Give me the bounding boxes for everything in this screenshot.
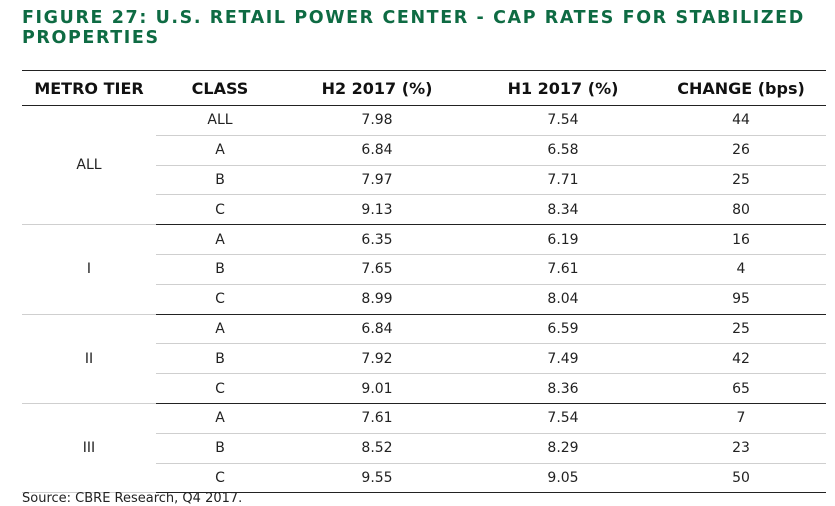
h1-2017-cell: 8.36 <box>470 373 656 404</box>
class-cell: B <box>156 433 284 464</box>
metro-tier-cell: III <box>22 403 156 494</box>
h2-2017-cell: 7.61 <box>284 403 470 434</box>
h2-2017-cell: 7.98 <box>284 105 470 136</box>
h2-2017-cell: 6.84 <box>284 314 470 345</box>
h1-2017-cell: 8.34 <box>470 194 656 226</box>
class-cell: B <box>156 165 284 196</box>
change-cell: 80 <box>656 194 826 226</box>
change-cell: 50 <box>656 463 826 494</box>
h2-2017-cell: 8.99 <box>284 284 470 315</box>
h1-2017-cell: 9.05 <box>470 463 656 494</box>
table-row: C 9.01 8.36 65 <box>22 373 826 404</box>
class-cell: B <box>156 254 284 285</box>
table-row: III A 7.61 7.54 7 <box>22 403 826 494</box>
table-row: B 7.92 7.49 42 <box>22 343 826 375</box>
header-h1-2017: H1 2017 (%) <box>470 70 656 106</box>
change-cell: 25 <box>656 165 826 196</box>
table-row: B 8.52 8.29 23 <box>22 433 826 464</box>
class-cell: ALL <box>156 105 284 136</box>
table-row: C 9.55 9.05 50 <box>22 463 826 494</box>
change-cell: 95 <box>656 284 826 315</box>
h2-2017-cell: 7.65 <box>284 254 470 285</box>
cap-rates-table: METRO TIER CLASS H2 2017 (%) H1 2017 (%)… <box>22 70 826 494</box>
table-row: I A 6.35 6.19 16 <box>22 224 826 315</box>
change-cell: 16 <box>656 224 826 255</box>
h2-2017-cell: 6.84 <box>284 135 470 166</box>
h2-2017-cell: 7.97 <box>284 165 470 196</box>
class-cell: C <box>156 373 284 404</box>
h1-2017-cell: 6.59 <box>470 314 656 345</box>
h1-2017-cell: 7.71 <box>470 165 656 196</box>
h2-2017-cell: 7.92 <box>284 343 470 375</box>
header-class: CLASS <box>156 70 284 106</box>
figure-title: FIGURE 27: U.S. RETAIL POWER CENTER - CA… <box>22 8 805 48</box>
class-cell: A <box>156 403 284 434</box>
table-header: METRO TIER CLASS H2 2017 (%) H1 2017 (%)… <box>22 70 826 106</box>
class-cell: C <box>156 194 284 226</box>
class-cell: A <box>156 314 284 345</box>
table-row: II A 6.84 6.59 25 <box>22 314 826 404</box>
class-cell: C <box>156 284 284 315</box>
class-cell: B <box>156 343 284 375</box>
header-metro-tier: METRO TIER <box>22 70 156 106</box>
h1-2017-cell: 7.54 <box>470 403 656 434</box>
h1-2017-cell: 7.49 <box>470 343 656 375</box>
h2-2017-cell: 9.13 <box>284 194 470 226</box>
table-row: ALL ALL 7.98 7.54 44 <box>22 105 826 226</box>
h2-2017-cell: 8.52 <box>284 433 470 464</box>
table-row: C 9.13 8.34 80 <box>22 194 826 226</box>
h1-2017-cell: 8.04 <box>470 284 656 315</box>
metro-tier-cell: I <box>22 224 156 315</box>
h1-2017-cell: 6.58 <box>470 135 656 166</box>
table-body: ALL ALL 7.98 7.54 44 A 6.84 6.58 26 B 7.97 7.71 25 C 9… <box>22 105 826 494</box>
h1-2017-cell: 8.29 <box>470 433 656 464</box>
source-note: Source: CBRE Research, Q4 2017. <box>22 491 243 506</box>
table-row: B 7.65 7.61 4 <box>22 254 826 285</box>
table-row: A 6.84 6.58 26 <box>22 135 826 166</box>
h2-2017-cell: 9.55 <box>284 463 470 494</box>
change-cell: 4 <box>656 254 826 285</box>
h2-2017-cell: 9.01 <box>284 373 470 404</box>
header-h2-2017: H2 2017 (%) <box>284 70 470 106</box>
h2-2017-cell: 6.35 <box>284 224 470 255</box>
metro-tier-cell: II <box>22 314 156 404</box>
table-row: B 7.97 7.71 25 <box>22 165 826 196</box>
h1-2017-cell: 6.19 <box>470 224 656 255</box>
class-cell: A <box>156 135 284 166</box>
change-cell: 7 <box>656 403 826 434</box>
header-row: METRO TIER CLASS H2 2017 (%) H1 2017 (%)… <box>22 70 826 106</box>
change-cell: 65 <box>656 373 826 404</box>
change-cell: 44 <box>656 105 826 136</box>
class-cell: A <box>156 224 284 255</box>
metro-tier-cell: ALL <box>22 105 156 226</box>
change-cell: 23 <box>656 433 826 464</box>
change-cell: 25 <box>656 314 826 345</box>
h1-2017-cell: 7.54 <box>470 105 656 136</box>
change-cell: 42 <box>656 343 826 375</box>
table-row: C 8.99 8.04 95 <box>22 284 826 315</box>
header-change: CHANGE (bps) <box>656 70 826 106</box>
h1-2017-cell: 7.61 <box>470 254 656 285</box>
change-cell: 26 <box>656 135 826 166</box>
class-cell: C <box>156 463 284 494</box>
